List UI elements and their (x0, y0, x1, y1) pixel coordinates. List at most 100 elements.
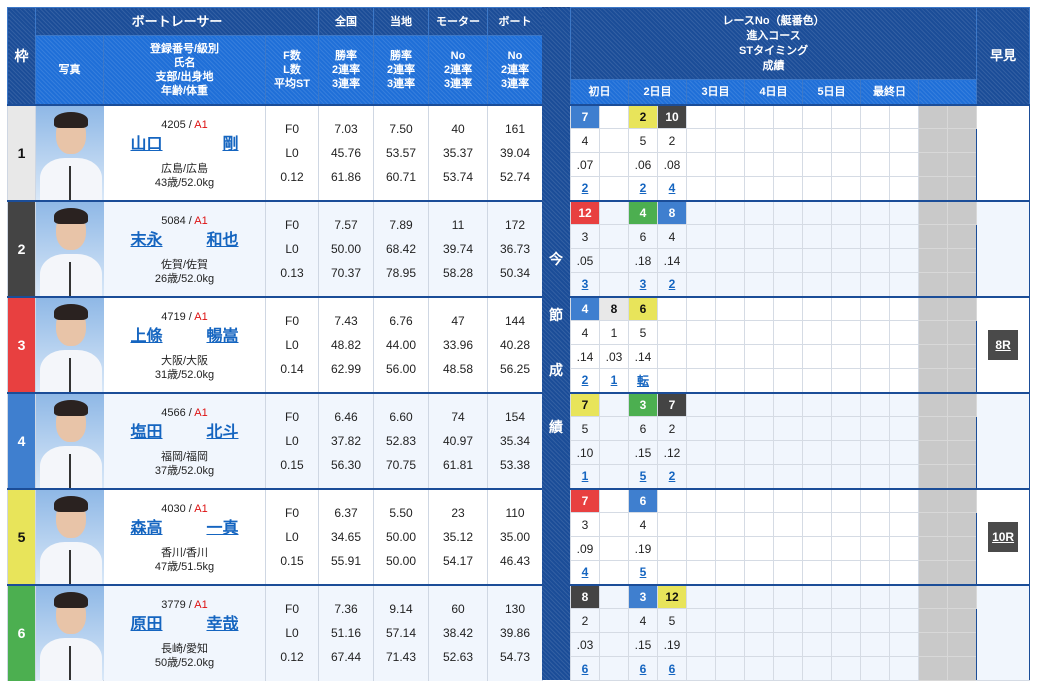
race-result-link[interactable]: 4 (668, 181, 676, 196)
stat-value: 70.75 (386, 457, 417, 472)
race-result-link[interactable]: 6 (581, 661, 589, 676)
race-subrow: 2 1 転 (570, 368, 1030, 393)
race-cell (918, 199, 948, 225)
stats-boat: 110 35.00 46.43 (487, 487, 544, 585)
race-cell (773, 632, 803, 657)
racer-first-name: 暢嵩 (206, 327, 239, 345)
header-line: 2連率 (500, 63, 530, 76)
race-cell (889, 224, 919, 249)
race-cell (831, 248, 861, 273)
stat-value: 57.14 (386, 626, 417, 640)
race-cell (918, 440, 948, 465)
race-result-link[interactable]: 1 (581, 469, 589, 484)
race-subrow: 1 5 2 (570, 464, 1030, 489)
racer-name-link[interactable]: 末永 和也 (131, 230, 239, 252)
fl-st: F0 L0 0.15 (264, 391, 320, 489)
race-result-link[interactable]: 3 (581, 277, 589, 292)
race-cell (715, 272, 745, 297)
stat-value: 6.46 (334, 409, 358, 424)
st-timing: .14 (657, 248, 687, 273)
racer-name-link[interactable]: 塩田 北斗 (131, 422, 239, 444)
race-cell (773, 583, 803, 609)
race-cell (918, 272, 948, 297)
race-result-link[interactable]: 6 (639, 661, 647, 676)
race-cell (657, 512, 687, 537)
race-cell (686, 272, 716, 297)
race-cell (773, 320, 803, 345)
hayami-race-button[interactable]: 8R (988, 329, 1019, 360)
race-cell (918, 295, 948, 321)
race-subrow: .10 .15.12 (570, 440, 1030, 465)
race-result-link[interactable]: 2 (581, 181, 589, 196)
race-cell (599, 416, 629, 441)
stat-value: 35.00 (500, 529, 531, 544)
stat-value: 39.04 (500, 145, 531, 160)
header-line: 2連率 (443, 63, 473, 76)
race-cell (715, 583, 745, 609)
race-result-link[interactable]: 5 (639, 469, 647, 484)
race-cell (860, 176, 890, 201)
race-result-link[interactable]: 4 (581, 565, 589, 580)
stat-value: 74 (451, 409, 465, 424)
racer-last-name: 山口 (130, 135, 163, 153)
race-cell (860, 295, 890, 321)
stat-value: 51.16 (331, 626, 362, 640)
race-cell (773, 295, 803, 321)
race-result-link[interactable]: 2 (639, 181, 647, 196)
race-result-link[interactable]: 転 (636, 373, 649, 388)
st-timing: .10 (570, 440, 600, 465)
header-line: No (450, 49, 466, 62)
band-char: 成 (549, 362, 563, 378)
stat-value: 54.17 (443, 553, 474, 568)
race-cell (889, 344, 919, 369)
race-cell (831, 632, 861, 657)
race-cell (860, 632, 890, 657)
racer-info: 3779 / A1 原田 幸哉 長崎/愛知 50歳/52.0kg (103, 583, 266, 681)
racer-photo-image (36, 297, 104, 392)
race-cell (946, 295, 978, 321)
racer-name-link[interactable]: 森高 一真 (131, 518, 239, 540)
header-racer: ボートレーサー (34, 7, 320, 36)
race-number: 10 (657, 103, 687, 129)
race-cell (860, 391, 890, 417)
stat-f: F0 (285, 217, 300, 232)
race-subrow: 7 6 10R (570, 487, 1031, 585)
racer-reg: 4566 / A1 (161, 406, 208, 419)
entry-course: 3 (570, 512, 600, 537)
race-result-link[interactable]: 3 (639, 277, 647, 292)
race-number: 3 (628, 391, 658, 417)
race-cell (686, 656, 716, 681)
race-result-link[interactable]: 6 (668, 661, 676, 676)
racer-name-link[interactable]: 原田 幸哉 (131, 614, 239, 636)
race-cell (889, 248, 919, 273)
race-cell (802, 560, 832, 585)
race-subrow: .07 .06.08 (570, 152, 1030, 177)
stats-motor: 74 40.97 61.81 (428, 391, 489, 489)
stats-motor: 60 38.42 52.63 (428, 583, 489, 681)
hayami-race-button[interactable]: 10R (988, 521, 1019, 552)
racer-row: 2 5084 / A1 末永 和也 佐賀/佐賀 26歳/52.0kg F0 L0 0.13… (7, 199, 544, 297)
race-cell: 1 (599, 368, 629, 393)
race-cell (918, 487, 948, 513)
hayami-cell: 8R (976, 295, 1031, 393)
race-result-link[interactable]: 1 (610, 373, 618, 388)
race-result-link[interactable]: 2 (581, 373, 589, 388)
race-result-link[interactable]: 2 (668, 469, 676, 484)
racer-name-link[interactable]: 山口 剛 (131, 134, 239, 156)
stat-value: 45.76 (331, 145, 362, 160)
st-timing: .15 (628, 632, 658, 657)
race-result-link[interactable]: 2 (668, 277, 676, 292)
stat-value: 7.36 (334, 602, 358, 616)
stats-boat: 130 39.86 54.73 (487, 583, 544, 681)
race-cell (889, 128, 919, 153)
stat-value: 46.43 (500, 553, 531, 568)
fl-st: F0 L0 0.15 (264, 487, 320, 585)
race-cell (773, 391, 803, 417)
race-result-link[interactable]: 5 (639, 565, 647, 580)
stat-value: 48.82 (331, 337, 362, 352)
race-cell (918, 512, 948, 537)
racer-name-link[interactable]: 上條 暢嵩 (131, 326, 239, 348)
race-cell (831, 608, 861, 633)
st-timing: .08 (657, 152, 687, 177)
